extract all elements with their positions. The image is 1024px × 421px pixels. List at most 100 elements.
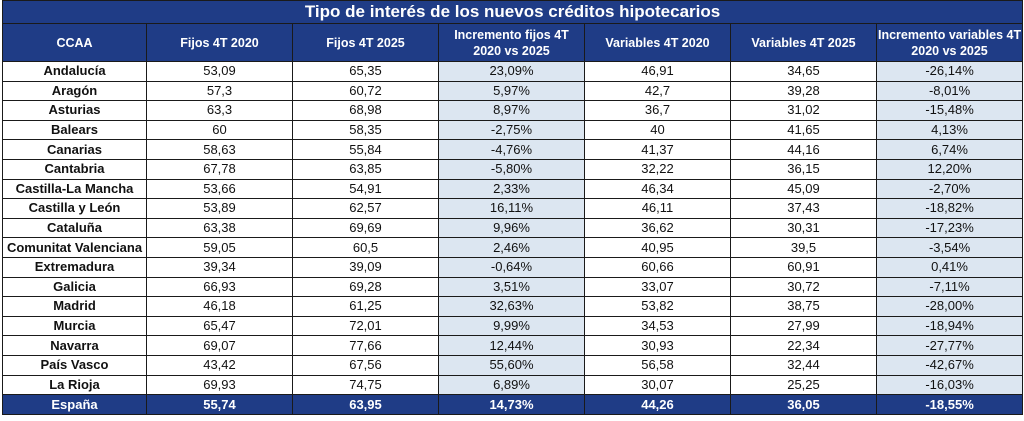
value-cell: 30,93 <box>584 335 731 356</box>
value-cell: 63,3 <box>146 100 293 121</box>
value-cell: 58,63 <box>146 139 293 160</box>
value-cell: 12,44% <box>438 335 585 356</box>
value-cell: 30,07 <box>584 374 731 396</box>
value-cell: 44,16 <box>730 139 877 160</box>
value-cell: 31,02 <box>730 100 877 121</box>
value-cell: 53,09 <box>146 61 293 82</box>
value-cell: 34,65 <box>730 61 877 82</box>
region-cell: Andalucía <box>2 61 147 82</box>
table-row: Castilla-La Mancha 53,66 54,91 2,33% 46,34 45… <box>2 178 1024 200</box>
value-cell: 0,41% <box>875 256 1024 278</box>
table-row: Cantabria 67,78 63,85 -5,80% 32,22 36,15 12,20… <box>2 158 1024 180</box>
value-cell: -4,76% <box>438 139 585 160</box>
value-cell: 60,5 <box>292 237 439 258</box>
value-cell: 62,57 <box>292 198 439 219</box>
region-cell: Aragón <box>2 80 147 102</box>
value-cell: 67,56 <box>292 354 439 376</box>
region-cell: Galicia <box>2 276 147 298</box>
value-cell: 65,47 <box>146 315 293 337</box>
value-cell: 39,34 <box>146 256 293 278</box>
value-cell: 36,7 <box>584 100 731 121</box>
value-cell: 66,93 <box>146 276 293 298</box>
value-cell: -7,11% <box>875 276 1024 298</box>
col-ccaa-header: CCAA <box>2 23 147 62</box>
value-cell: 58,35 <box>292 119 439 141</box>
value-cell: 8,97% <box>438 100 585 121</box>
region-cell: Murcia <box>2 315 147 337</box>
value-cell: 46,91 <box>584 61 731 82</box>
region-cell: País Vasco <box>2 354 147 376</box>
value-cell: 5,97% <box>438 80 585 102</box>
value-cell: 6,89% <box>438 374 585 396</box>
region-cell: Navarra <box>2 335 147 356</box>
value-cell: 63,85 <box>292 158 439 180</box>
total-value-cell: 36,05 <box>730 394 877 416</box>
value-cell: 39,09 <box>292 256 439 278</box>
value-cell: 43,42 <box>146 354 293 376</box>
table-row: Canarias 58,63 55,84 -4,76% 41,37 44,16 6,74% <box>2 139 1024 160</box>
total-row: España 55,74 63,95 14,73% 44,26 36,05 -18,55% <box>2 394 1024 416</box>
value-cell: -8,01% <box>875 80 1024 102</box>
value-cell: 56,58 <box>584 354 731 376</box>
region-cell: Castilla-La Mancha <box>2 178 147 200</box>
value-cell: -2,75% <box>438 119 585 141</box>
value-cell: 55,84 <box>292 139 439 160</box>
value-cell: 46,34 <box>584 178 731 200</box>
total-value-cell: 14,73% <box>438 394 585 416</box>
region-cell: Balears <box>2 119 147 141</box>
title-row: Tipo de interés de los nuevos créditos h… <box>1 0 1024 24</box>
value-cell: 34,53 <box>584 315 731 337</box>
table-title: Tipo de interés de los nuevos créditos h… <box>1 0 1024 24</box>
value-cell: -3,54% <box>875 237 1024 258</box>
value-cell: -5,80% <box>438 158 585 180</box>
value-cell: 36,15 <box>730 158 877 180</box>
value-cell: 72,01 <box>292 315 439 337</box>
value-cell: 53,82 <box>584 296 731 317</box>
value-cell: 37,43 <box>730 198 877 219</box>
table-row: Galicia 66,93 69,28 3,51% 33,07 30,72 -7,11% <box>2 276 1024 298</box>
value-cell: 61,25 <box>292 296 439 317</box>
value-cell: 60,66 <box>584 256 731 278</box>
value-cell: 53,89 <box>146 198 293 219</box>
value-cell: 41,65 <box>730 119 877 141</box>
value-cell: 40 <box>584 119 731 141</box>
value-cell: -0,64% <box>438 256 585 278</box>
table-row: La Rioja 69,93 74,75 6,89% 30,07 25,25 -16,03% <box>2 374 1024 396</box>
table-row: Asturias 63,3 68,98 8,97% 36,7 31,02 -15,48% <box>2 100 1024 121</box>
value-cell: 36,62 <box>584 217 731 239</box>
table-body: Andalucía 53,09 65,35 23,09% 46,91 34,65 -26,1… <box>2 61 1024 416</box>
value-cell: 9,96% <box>438 217 585 239</box>
value-cell: 38,75 <box>730 296 877 317</box>
col-variables-2025-header: Variables 4T 2025 <box>730 23 877 62</box>
table-row: País Vasco 43,42 67,56 55,60% 56,58 32,44 -42,… <box>2 354 1024 376</box>
value-cell: 69,07 <box>146 335 293 356</box>
value-cell: 4,13% <box>875 119 1024 141</box>
value-cell: 9,99% <box>438 315 585 337</box>
value-cell: 69,93 <box>146 374 293 396</box>
table-row: Andalucía 53,09 65,35 23,09% 46,91 34,65 -26,1… <box>2 61 1024 82</box>
value-cell: 46,11 <box>584 198 731 219</box>
value-cell: 3,51% <box>438 276 585 298</box>
region-cell: Madrid <box>2 296 147 317</box>
value-cell: 32,22 <box>584 158 731 180</box>
table-row: Aragón 57,3 60,72 5,97% 42,7 39,28 -8,01% <box>2 80 1024 102</box>
region-cell: La Rioja <box>2 374 147 396</box>
value-cell: 2,46% <box>438 237 585 258</box>
value-cell: -27,77% <box>875 335 1024 356</box>
value-cell: 27,99 <box>730 315 877 337</box>
value-cell: 30,31 <box>730 217 877 239</box>
region-cell: Cantabria <box>2 158 147 180</box>
value-cell: 41,37 <box>584 139 731 160</box>
value-cell: 59,05 <box>146 237 293 258</box>
value-cell: -42,67% <box>875 354 1024 376</box>
value-cell: 77,66 <box>292 335 439 356</box>
table-row: Balears 60 58,35 -2,75% 40 41,65 4,13% <box>2 119 1024 141</box>
value-cell: 2,33% <box>438 178 585 200</box>
region-cell: Comunitat Valenciana <box>2 237 147 258</box>
region-cell: Cataluña <box>2 217 147 239</box>
value-cell: 39,28 <box>730 80 877 102</box>
col-incremento-fijos-header: Incremento fijos 4T 2020 vs 2025 <box>438 23 585 62</box>
table-row: Murcia 65,47 72,01 9,99% 34,53 27,99 -18,94% <box>2 315 1024 337</box>
